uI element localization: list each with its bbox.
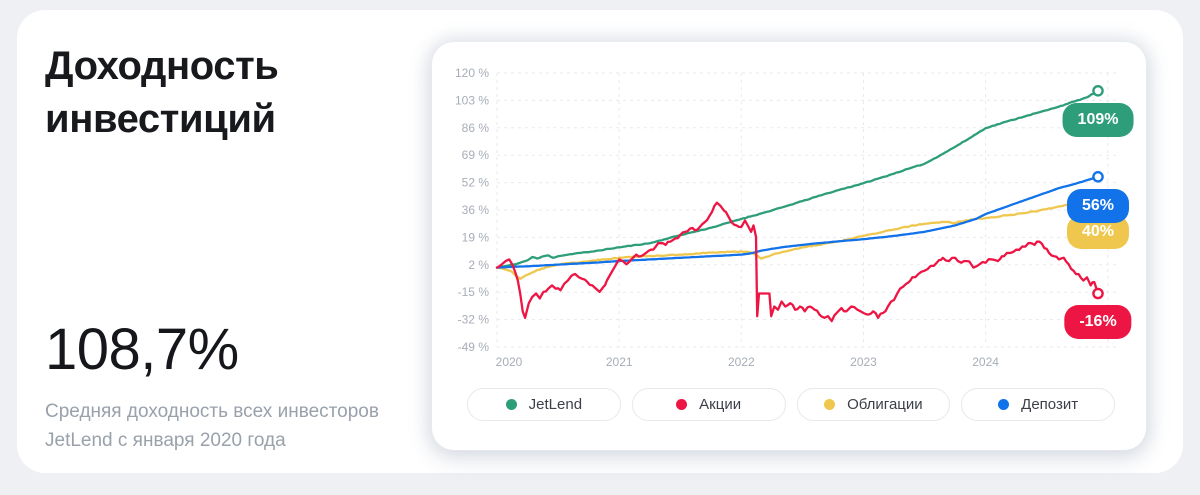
left-panel: Доходность инвестиций 108,7% Средняя дох… bbox=[45, 10, 435, 473]
series-deposit-value-badge: 56% bbox=[1066, 188, 1130, 223]
x-axis-tick: 2024 bbox=[972, 355, 999, 369]
chart-legend: JetLend Акции Облигации Депозит bbox=[467, 388, 1115, 421]
content-card: Доходность инвестиций 108,7% Средняя дох… bbox=[17, 10, 1183, 473]
series-bonds-line bbox=[495, 201, 1100, 281]
legend-item-jetlend[interactable]: JetLend bbox=[467, 388, 621, 421]
series-jetlend-end-marker bbox=[1092, 85, 1104, 97]
legend-dot-stocks bbox=[676, 399, 688, 410]
returns-line-chart: 120 % 103 % 86 % 69 % 52 % 36 % 19 % 2 % -15 % -3… bbox=[455, 66, 1120, 369]
legend-item-stocks[interactable]: Акции bbox=[631, 388, 786, 421]
legend-item-deposit[interactable]: Депозит bbox=[961, 388, 1115, 421]
x-axis-tick: 2020 bbox=[496, 355, 523, 369]
y-axis-tick: 19 % bbox=[462, 230, 490, 244]
legend-dot-bonds bbox=[824, 399, 836, 410]
y-axis-tick: -15 % bbox=[458, 285, 490, 299]
y-axis-tick: 52 % bbox=[462, 176, 490, 190]
legend-label-jetlend: JetLend bbox=[528, 396, 583, 413]
legend-item-bonds[interactable]: Облигации bbox=[796, 388, 951, 421]
y-axis-tick: 86 % bbox=[462, 121, 490, 135]
series-deposit-end-marker bbox=[1092, 170, 1104, 183]
series-jetlend-line bbox=[495, 89, 1100, 269]
y-axis-tick: 2 % bbox=[468, 258, 489, 272]
chart-card: 120 % 103 % 86 % 69 % 52 % 36 % 19 % 2 % -15 % -3… bbox=[432, 42, 1146, 450]
x-axis-tick: 2022 bbox=[728, 355, 755, 369]
legend-dot-deposit bbox=[998, 399, 1010, 410]
series-jetlend-value-badge: 109% bbox=[1062, 102, 1134, 137]
series-stocks-line bbox=[495, 201, 1100, 323]
y-axis-tick: -49 % bbox=[458, 340, 490, 354]
series-deposit-line bbox=[495, 175, 1100, 269]
legend-label-stocks: Акции bbox=[699, 396, 742, 413]
y-axis-tick: 69 % bbox=[462, 148, 490, 162]
x-axis-tick: 2023 bbox=[850, 355, 877, 369]
page-title: Доходность инвестиций bbox=[45, 44, 279, 142]
legend-dot-jetlend bbox=[505, 399, 517, 410]
y-axis-tick: 120 % bbox=[455, 66, 489, 80]
x-axis-tick: 2021 bbox=[606, 355, 633, 369]
series-stocks-value-badge: -16% bbox=[1064, 305, 1132, 340]
legend-label-deposit: Депозит bbox=[1021, 396, 1079, 413]
metric-caption: Средняя доходность всех инвесторов JetLe… bbox=[45, 401, 379, 451]
legend-label-bonds: Облигации bbox=[847, 396, 923, 413]
y-axis-tick: 36 % bbox=[462, 203, 490, 217]
metric-value: 108,7% bbox=[45, 317, 239, 382]
series-stocks-end-marker bbox=[1092, 287, 1104, 300]
y-axis-tick: 103 % bbox=[455, 93, 489, 107]
y-axis-tick: -32 % bbox=[458, 313, 490, 327]
